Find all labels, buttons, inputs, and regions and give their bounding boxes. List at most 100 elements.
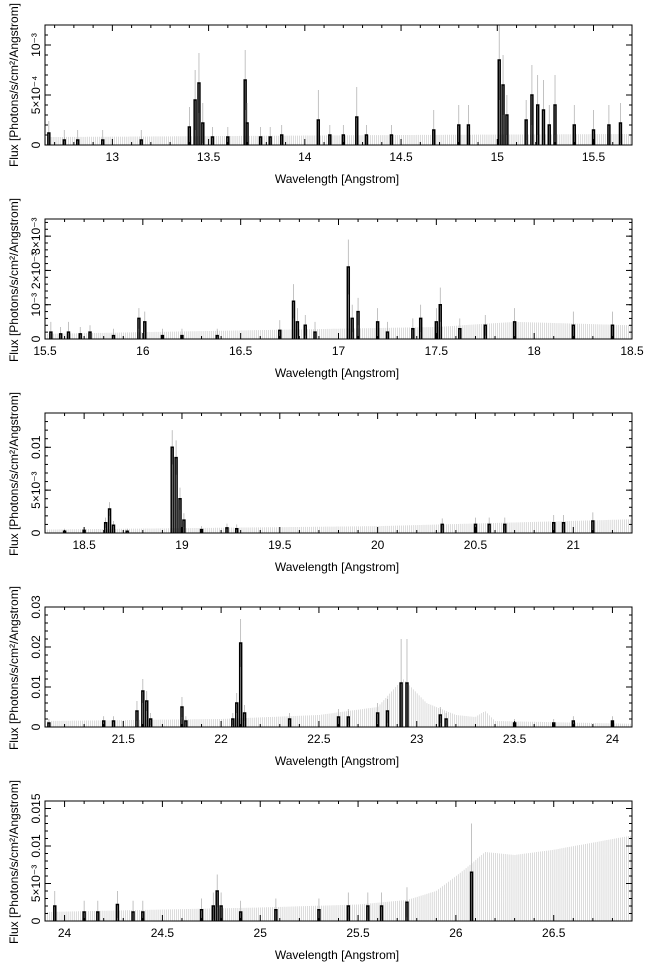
x-tick-label: 23.5 [503, 732, 527, 746]
emission-bin [82, 911, 86, 921]
emission-bin [336, 716, 341, 727]
emission-bin [440, 523, 444, 533]
plot-frame [44, 412, 633, 534]
emission-bin [547, 124, 551, 145]
emission-bin [317, 909, 321, 921]
emission-bin [458, 327, 462, 339]
y-tick-label: 5×10⁻³ [29, 865, 43, 902]
emission-bin [184, 720, 188, 727]
emission-bin [364, 134, 369, 145]
y-tick-label: 10⁻³ [29, 293, 43, 317]
x-tick-label: 22 [214, 732, 228, 746]
x-tick-label: 22.5 [307, 732, 331, 746]
emission-bin [258, 136, 263, 145]
emission-bin [328, 134, 332, 145]
emission-bin [96, 911, 100, 921]
x-tick-label: 18.5 [620, 344, 644, 358]
emission-bin [434, 321, 439, 339]
emission-bin [618, 122, 623, 145]
x-tick-label: 17.5 [425, 344, 449, 358]
emission-bin [591, 129, 596, 145]
panel-2: Wavelength [Angstrom] Flux [Photons/s/cm… [7, 198, 644, 380]
panel-2-xlabel: Wavelength [Angstrom] [275, 366, 399, 380]
y-tick-label: 10⁻³ [29, 33, 43, 57]
emission-bin [103, 521, 108, 533]
emission-bin [483, 324, 487, 339]
x-tick-label: 13.5 [197, 150, 221, 164]
emission-bin [245, 122, 249, 145]
emission-bin [291, 300, 296, 339]
x-tick-label: 21 [567, 538, 581, 552]
emission-bin [47, 722, 51, 727]
emission-bin [215, 334, 219, 339]
emission-bin [503, 523, 507, 533]
emission-bin [242, 712, 247, 727]
y-tick-label: 5×10⁻³ [29, 471, 43, 508]
emission-bin [466, 124, 471, 145]
emission-bin [385, 331, 390, 339]
panel-1-ylabel: Flux [Photons/s/cm²/Angstrom] [7, 3, 21, 167]
background-error-bars [45, 321, 631, 339]
y-tick-label: 0.01 [29, 435, 43, 459]
panel-3-xlabel: Wavelength [Angstrom] [275, 560, 399, 574]
x-tick-label: 19 [175, 538, 189, 552]
x-tick-label: 15 [491, 150, 505, 164]
emission-bin [49, 331, 53, 339]
emission-bin [303, 324, 307, 339]
emission-bin [535, 104, 540, 145]
emission-bin [125, 530, 129, 533]
emission-bin [193, 99, 197, 145]
emission-bin [366, 905, 370, 921]
emission-bin [231, 718, 235, 727]
x-tick-label: 17 [332, 344, 346, 358]
x-tick-label: 24 [606, 732, 620, 746]
emission-bin [160, 334, 165, 339]
emission-bin [243, 79, 247, 145]
emission-bin [66, 331, 71, 339]
emission-bin [174, 456, 178, 533]
x-tick-label: 16 [136, 344, 150, 358]
emission-bin [143, 321, 147, 339]
y-tick-label: 0.015 [29, 793, 43, 823]
emission-bin [238, 642, 243, 727]
emission-bin [610, 324, 615, 339]
emission-bin [131, 911, 135, 921]
emission-bin [111, 334, 116, 339]
emission-bin [274, 909, 278, 921]
emission-bin [115, 903, 120, 921]
emission-bin [591, 520, 595, 533]
emission-bin [501, 84, 505, 145]
emission-bin [561, 521, 566, 533]
emission-bin [497, 59, 501, 145]
emission-bin [268, 136, 272, 145]
emission-bin [199, 528, 204, 533]
x-tick-label: 26 [449, 926, 463, 940]
emission-bin [101, 720, 106, 727]
emission-bin [432, 129, 436, 145]
emission-bin [473, 523, 478, 533]
emission-bin [187, 126, 192, 145]
emission-bin [346, 266, 351, 339]
emission-bin [444, 718, 448, 727]
emission-bin [438, 303, 442, 339]
panel-4: Wavelength [Angstrom] Flux [Photons/s/cm… [7, 586, 633, 768]
emission-bin [316, 119, 321, 145]
x-tick-label: 15.5 [33, 344, 57, 358]
panel-2-ylabel: Flux [Photons/s/cm²/Angstrom] [7, 198, 21, 362]
emission-bin [287, 718, 292, 727]
emission-bin [141, 911, 145, 921]
emission-bin [238, 911, 243, 921]
emission-bin [226, 136, 230, 145]
y-tick-label: 0.03 [29, 595, 43, 619]
emission-bin [346, 716, 351, 727]
emission-bin [62, 139, 66, 145]
panel-3-ylabel: Flux [Photons/s/cm²/Angstrom] [7, 392, 21, 556]
emission-bin [552, 722, 556, 727]
x-tick-label: 19.5 [268, 538, 292, 552]
emission-bin [607, 124, 611, 145]
plot-frame [44, 218, 633, 340]
emission-bin [225, 527, 229, 533]
emission-bin [469, 871, 474, 921]
emission-bin [313, 331, 317, 339]
